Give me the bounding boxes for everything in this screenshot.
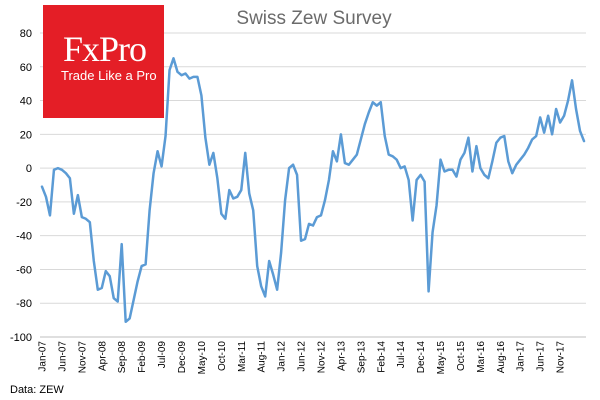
x-tick-label: Jan-07: [37, 341, 48, 372]
x-tick-label: Nov-12: [316, 341, 327, 374]
y-tick-label: 20: [20, 129, 32, 141]
x-tick-label: May-10: [197, 341, 208, 375]
x-tick-label: Aug-11: [257, 341, 268, 373]
series-group: [40, 57, 586, 324]
x-tick-label: Mar-11: [237, 341, 248, 372]
x-tick-label: Dec-14: [416, 341, 427, 374]
x-axis: Jan-07 Jun-07 Nov-07 Apr-08 Sep-08 Feb-09 Jul-…: [37, 336, 586, 375]
y-tick-label: -20: [16, 197, 32, 209]
y-tick-label: -100: [10, 332, 32, 344]
x-tick-label: Nov-07: [77, 341, 88, 374]
source-note: Data: ZEW: [10, 384, 64, 396]
x-tick-label: Oct-15: [456, 341, 467, 371]
y-tick-label: 40: [20, 96, 32, 108]
y-tick-label: -60: [16, 264, 32, 276]
x-tick-label: Oct-10: [217, 341, 228, 371]
y-axis: 80 60 40 20 0 -20 -40 -60 -80 -100: [10, 28, 32, 344]
logo-tagline: Trade Like a Pro: [61, 68, 157, 83]
y-tick-label: -80: [16, 298, 32, 310]
y-tick-label: -40: [16, 231, 32, 243]
x-tick-label: Jun-07: [57, 341, 68, 372]
x-tick-label: Nov-17: [556, 341, 567, 374]
x-tick-label: May-15: [436, 341, 447, 375]
x-tick-label: Jan-12: [277, 341, 288, 372]
x-tick-label: Jul-09: [157, 341, 168, 369]
x-tick-label: Feb-14: [376, 341, 387, 373]
x-tick-label: Apr-13: [336, 341, 347, 371]
x-tick-label: Sep-13: [356, 341, 367, 374]
x-tick-label: Jun-17: [536, 341, 547, 372]
x-tick-label: Dec-09: [177, 341, 188, 374]
x-tick-label: Aug-16: [496, 341, 507, 374]
x-tick-label: Sep-08: [117, 341, 128, 374]
logo-brand: FxPro: [63, 29, 147, 69]
x-tick-label: Jul-14: [396, 341, 407, 369]
x-tick-label: Apr-08: [97, 341, 108, 371]
x-tick-label: Jan-17: [516, 341, 527, 372]
x-tick-label: Jun-12: [297, 341, 308, 372]
x-tick-label: Mar-16: [476, 341, 487, 373]
y-tick-label: 60: [20, 62, 32, 74]
chart-title: Swiss Zew Survey: [236, 8, 392, 29]
fxpro-logo: FxPro Trade Like a Pro: [43, 5, 164, 118]
x-tick-label: Feb-09: [137, 341, 148, 373]
y-tick-label: 0: [26, 163, 32, 175]
y-tick-label: 80: [20, 28, 32, 40]
